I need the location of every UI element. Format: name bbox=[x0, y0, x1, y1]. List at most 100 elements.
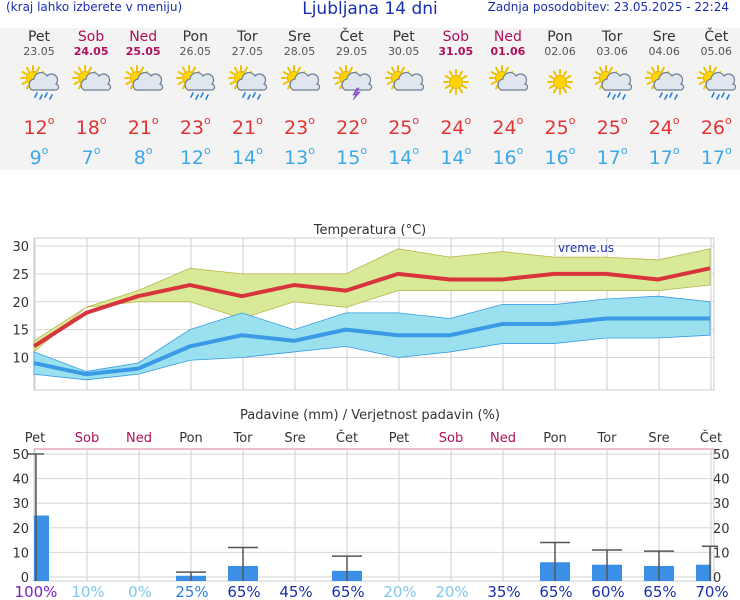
y-tick-label: 10 bbox=[12, 546, 29, 561]
sun-cloud-rain-icon bbox=[20, 65, 60, 100]
degree-sign: o bbox=[568, 114, 576, 127]
sun-cloud-rain-icon bbox=[645, 65, 685, 100]
max-temperature-value: 18 bbox=[75, 117, 100, 139]
day-forecast: Pet 30.05 25o 14o bbox=[378, 28, 430, 170]
y-tick-label: 20 bbox=[12, 522, 29, 537]
y-tick-label: 40 bbox=[12, 473, 29, 488]
precipitation-probability: 65% bbox=[227, 583, 260, 600]
max-temperature-value: 21 bbox=[127, 117, 152, 139]
cloud-sun-icon bbox=[280, 65, 320, 91]
max-temperature-value: 12 bbox=[23, 117, 48, 139]
min-temperature: 8o bbox=[117, 139, 169, 170]
min-temperature-line bbox=[33, 316, 710, 377]
max-temperature-value: 24 bbox=[440, 117, 465, 139]
sun-icon bbox=[442, 69, 469, 95]
degree-sign: o bbox=[516, 114, 524, 127]
watermark: vreme.us bbox=[558, 241, 614, 255]
day-name: Pon bbox=[182, 29, 208, 45]
min-temperature: 17o bbox=[690, 139, 740, 170]
y-tick-label-right: 40 bbox=[713, 473, 730, 488]
x-day-label: Sob bbox=[439, 431, 463, 446]
precipitation-chart: Padavine (mm) / Verjetnost padavin (%) Pe… bbox=[12, 408, 729, 600]
max-temperature-value: 25 bbox=[544, 117, 569, 139]
day-name: Sob bbox=[442, 29, 469, 45]
min-temperature: 16o bbox=[534, 139, 586, 170]
day-forecast: Sre 04.06 24o 17o bbox=[638, 28, 690, 170]
precipitation-probability: 35% bbox=[487, 583, 520, 600]
precipitation-probability: 65% bbox=[539, 583, 572, 600]
day-name: Sre bbox=[652, 29, 676, 45]
day-name: Čet bbox=[339, 29, 364, 45]
degree-sign: o bbox=[204, 144, 211, 157]
degree-sign: o bbox=[464, 114, 472, 127]
day-date: 03.06 bbox=[596, 45, 628, 58]
day-forecast: Pet 23.05 12o 9o bbox=[13, 28, 65, 170]
degree-sign: o bbox=[256, 114, 263, 127]
day-date: 05.06 bbox=[700, 45, 733, 58]
x-day-label: Sre bbox=[284, 431, 305, 446]
min-temperature-value: 7 bbox=[81, 147, 94, 169]
plot-frame bbox=[33, 448, 715, 582]
max-temperature-value: 23 bbox=[284, 117, 309, 139]
day-forecast: Čet 29.05 22o 15o bbox=[326, 28, 378, 170]
y-tick-label-right: 50 bbox=[713, 448, 730, 463]
degree-sign: o bbox=[145, 144, 153, 157]
degree-sign: o bbox=[47, 114, 55, 127]
y-tick-label-right: 20 bbox=[713, 522, 730, 537]
min-temperature-value: 14 bbox=[440, 147, 465, 169]
min-temperature-band bbox=[33, 295, 711, 381]
cloud-sun-icon bbox=[72, 65, 112, 91]
min-temperature-value: 17 bbox=[596, 147, 621, 169]
x-day-label: Pet bbox=[389, 431, 409, 446]
degree-sign: o bbox=[204, 114, 211, 127]
max-temperature: 23o bbox=[274, 110, 326, 139]
min-temperature: 14o bbox=[221, 139, 273, 170]
min-temperature-value: 9 bbox=[29, 147, 42, 169]
x-day-label: Sre bbox=[648, 431, 669, 446]
max-temperature-value: 26 bbox=[700, 117, 726, 139]
degree-sign: o bbox=[360, 144, 368, 157]
y-tick-label: 15 bbox=[12, 324, 29, 339]
max-temperature-value: 22 bbox=[336, 117, 361, 139]
degree-sign: o bbox=[412, 114, 420, 127]
degree-sign: o bbox=[620, 114, 628, 127]
day-forecast: Ned 01.06 24o 16o bbox=[482, 28, 534, 170]
max-temperature: 21o bbox=[117, 110, 169, 139]
y-tick-label-right: 30 bbox=[713, 497, 730, 512]
degree-sign: o bbox=[568, 144, 576, 157]
max-temperature: 26o bbox=[690, 110, 740, 139]
day-name: Pet bbox=[27, 29, 51, 45]
daily-forecast-strip: Pet 23.05 12o 9o Sob 24.05 18o 7o Ned 25.05 21o 8o P… bbox=[0, 28, 740, 170]
degree-sign: o bbox=[620, 144, 628, 157]
degree-sign: o bbox=[308, 144, 315, 157]
degree-sign: o bbox=[93, 144, 101, 157]
max-temperature: 24o bbox=[638, 110, 690, 139]
x-day-label: Ned bbox=[490, 431, 516, 446]
y-tick-label-right: 10 bbox=[713, 546, 730, 561]
degree-sign: o bbox=[464, 144, 472, 157]
day-date: 26.05 bbox=[179, 45, 212, 58]
y-tick-label: 0 bbox=[21, 571, 29, 586]
day-date: 04.06 bbox=[648, 45, 680, 58]
max-temperature: 24o bbox=[430, 110, 482, 139]
sun-cloud-icon bbox=[384, 65, 424, 91]
day-name: Ned bbox=[493, 29, 522, 45]
day-date: 02.06 bbox=[544, 45, 576, 58]
precipitation-probability: 10% bbox=[71, 583, 104, 600]
day-forecast: Tor 03.06 25o 17o bbox=[586, 28, 638, 170]
min-temperature: 16o bbox=[482, 139, 534, 170]
min-temperature-value: 15 bbox=[336, 147, 361, 169]
day-date: 29.05 bbox=[335, 45, 368, 58]
y-tick-label: 50 bbox=[12, 448, 29, 463]
sun-icon bbox=[547, 69, 573, 95]
max-temperature-value: 23 bbox=[179, 117, 205, 139]
min-temperature-value: 14 bbox=[231, 147, 257, 169]
sun-cloud-icon bbox=[488, 65, 529, 91]
max-temperature: 24o bbox=[482, 110, 534, 139]
x-day-label: Pon bbox=[179, 431, 203, 446]
degree-sign: o bbox=[99, 114, 107, 127]
day-date: 23.05 bbox=[23, 45, 55, 58]
degree-sign: o bbox=[412, 144, 420, 157]
max-temperature-line bbox=[32, 266, 711, 349]
y-tick-label: 30 bbox=[12, 497, 29, 512]
